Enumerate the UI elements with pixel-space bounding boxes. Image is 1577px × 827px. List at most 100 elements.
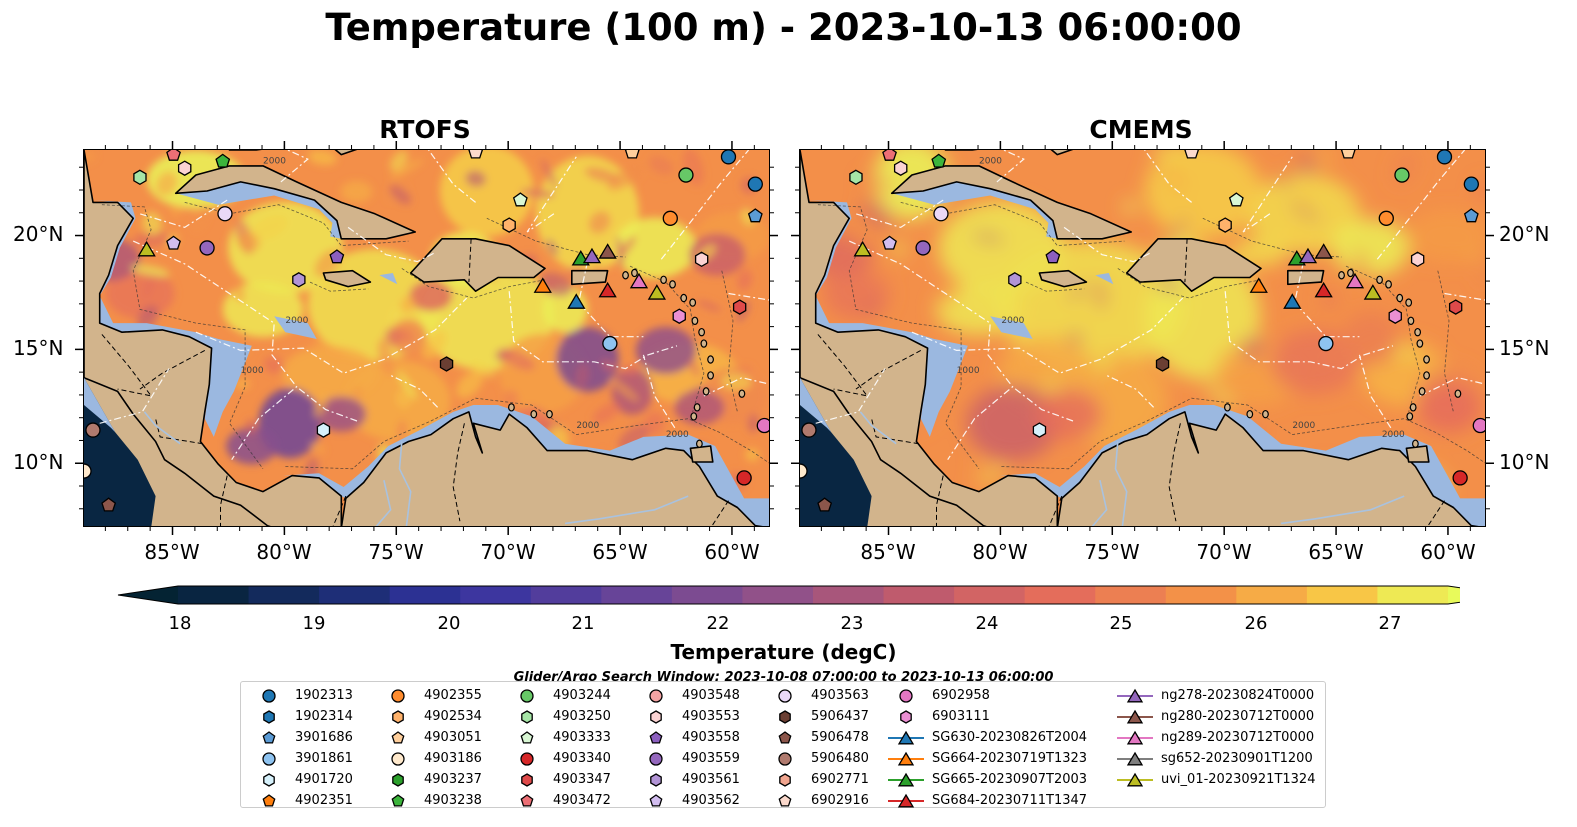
legend-label: 4903333 (553, 730, 611, 745)
legend-label: 3901686 (295, 730, 353, 745)
colorbar-cell (671, 586, 743, 604)
marker-pentagon (166, 150, 181, 161)
marker-pentagon (882, 235, 897, 250)
marker-hexagon (893, 160, 908, 176)
legend-label: 1902314 (295, 709, 353, 724)
legend-label: 4903237 (424, 772, 482, 787)
legend-marker-icon (263, 710, 275, 724)
marker-hexagon (1008, 272, 1022, 288)
marker-circle (1452, 470, 1468, 486)
legend: 1902313 1902314 3901686 3901861 4901720 49023… (240, 681, 1326, 808)
legend-label: 4902355 (424, 688, 482, 703)
marker-hexagon (650, 773, 662, 787)
legend-label: 4903051 (424, 730, 482, 745)
marker-triangle (1283, 293, 1302, 309)
legend-marker-icon (778, 794, 792, 807)
marker-pentagon (391, 731, 405, 744)
colorbar-tick-label: 25 (1109, 613, 1133, 634)
marker-hexagon (1410, 251, 1425, 268)
marker-circle (678, 167, 694, 183)
marker-pentagon (329, 249, 345, 264)
lon-tick-label: 60°W (1420, 540, 1476, 564)
marker-circle (720, 150, 737, 165)
marker-circle (1436, 150, 1453, 165)
marker-triangle (1314, 281, 1333, 298)
marker-triangle (897, 730, 915, 745)
marker-circle (217, 206, 233, 222)
map-canvas-rtofs: 1000 2000 2000 2000 2000 (84, 150, 769, 526)
legend-marker-icon (649, 731, 663, 744)
marker-hexagon (439, 356, 454, 372)
rivers (143, 411, 689, 526)
legend-label: ng278-20230824T0000 (1161, 688, 1315, 703)
land-masses (800, 150, 1479, 526)
figure-title: Temperature (100 m) - 2023-10-13 06:00:0… (325, 6, 1242, 49)
legend-marker-icon (521, 773, 533, 787)
legend-marker-icon (263, 773, 275, 787)
colorbar-cell (601, 586, 673, 604)
legend-label: 4903553 (682, 709, 740, 724)
colorbar-cell (530, 586, 602, 604)
marker-circle (85, 422, 101, 438)
legend-marker-icon (1117, 730, 1153, 745)
marker-hexagon (1218, 217, 1232, 233)
colorbar-label: Temperature (degC) (670, 640, 897, 664)
legend-label: sg652-20230901T1200 (1161, 751, 1313, 766)
legend-label: 5906480 (811, 751, 869, 766)
lon-tick-label: 75°W (1084, 540, 1140, 564)
marker-circle (1318, 335, 1334, 352)
marker-hexagon (133, 169, 147, 186)
land-south-america (340, 411, 763, 526)
marker-circle (756, 417, 769, 434)
land-cuba (890, 165, 1133, 240)
legend-marker-icon (888, 772, 924, 787)
marker-pentagon (882, 150, 897, 161)
legend-label: 4901720 (295, 772, 353, 787)
land-south-america (1056, 411, 1479, 526)
land-bahamas-1 (334, 150, 358, 156)
legend-label: uvi_01-20230921T1324 (1161, 772, 1316, 787)
marker-circle (800, 463, 808, 479)
colorbar-cell (460, 586, 532, 604)
marker-circle (915, 240, 931, 256)
legend-marker-icon (649, 794, 663, 807)
marker-triangle (1314, 243, 1333, 259)
colorbar-cell (389, 586, 461, 604)
lon-tick-label: 80°W (256, 540, 312, 564)
colorbar-tick-label: 18 (168, 613, 192, 634)
marker-triangle (1126, 751, 1144, 766)
marker-pentagon (747, 208, 763, 223)
legend-marker-icon (520, 752, 534, 766)
marker-pentagon (520, 794, 534, 807)
legend-marker-icon (1117, 751, 1153, 766)
marker-circle (899, 689, 913, 703)
marker-pentagon (1045, 249, 1061, 264)
axis-ticks (75, 141, 1494, 535)
legend-label: SG684-20230711T1347 (932, 793, 1088, 808)
lon-tick-label: 70°W (480, 540, 536, 564)
isobath-labels: 1000 2000 2000 2000 2000 (957, 157, 1405, 440)
marker-triangle (1126, 709, 1144, 724)
legend-marker-icon (779, 773, 791, 787)
marker-hexagon (849, 169, 863, 186)
colorbar-cell (1095, 586, 1167, 604)
legend-label: 4903562 (682, 793, 740, 808)
marker-pentagon (817, 497, 833, 512)
colorbar (117, 585, 1460, 605)
lon-tick-label: 75°W (368, 540, 424, 564)
legend-label: 4903558 (682, 730, 740, 745)
marker-circle (391, 752, 405, 766)
lat-tick-label: 20°N (1499, 222, 1550, 246)
marker-pentagon (520, 731, 534, 744)
legend-label: 4903548 (682, 688, 740, 703)
marker-hexagon (1155, 356, 1170, 372)
lon-tick-label: 60°W (704, 540, 760, 564)
marker-hexagon (502, 217, 516, 233)
marker-circle (736, 470, 752, 486)
legend-marker-icon (392, 710, 404, 724)
legend-marker-icon (778, 752, 792, 766)
marker-hexagon (521, 773, 533, 787)
map-canvas-cmems: 1000 2000 2000 2000 2000 (800, 150, 1485, 526)
colorbar-cell (248, 586, 320, 604)
legend-marker-icon (650, 710, 662, 724)
